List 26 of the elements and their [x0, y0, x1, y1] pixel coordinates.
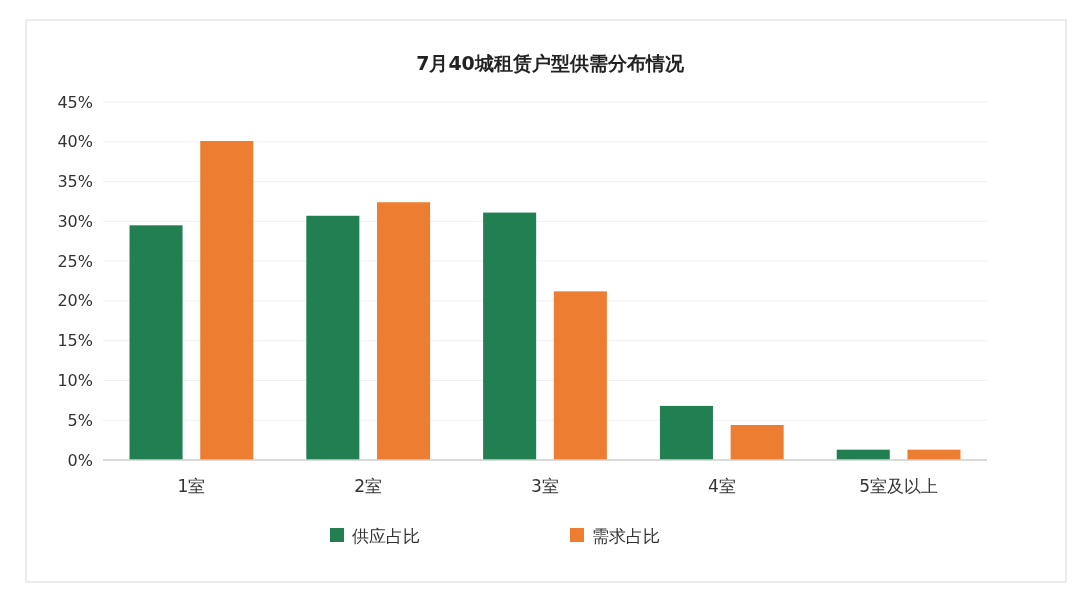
x-tick-label: 1室: [177, 476, 206, 496]
x-tick-label: 5室及以上: [859, 476, 939, 496]
y-tick-label: 20%: [57, 291, 93, 311]
bar: [377, 202, 431, 460]
y-tick-label: 15%: [57, 331, 93, 351]
y-tick-label: 45%: [57, 92, 93, 112]
y-tick-label: 10%: [57, 371, 93, 391]
y-tick-label: 0%: [67, 450, 93, 470]
y-tick-label: 5%: [67, 410, 93, 430]
chart-title: 7月40城租赁户型供需分布情况: [416, 52, 685, 74]
bar: [483, 212, 537, 460]
legend-label: 需求占比: [592, 525, 660, 546]
y-tick-label: 30%: [57, 211, 93, 231]
y-tick-label: 40%: [57, 132, 93, 152]
bar: [730, 425, 784, 460]
bar: [553, 291, 607, 460]
x-tick-label: 4室: [707, 476, 736, 496]
x-tick-label: 3室: [531, 476, 559, 496]
bar: [129, 225, 183, 460]
legend-label: 供应占比: [352, 525, 420, 546]
bar: [306, 215, 360, 460]
x-tick-label: 2室: [354, 476, 383, 496]
bar: [659, 405, 713, 460]
bar: [200, 140, 254, 460]
y-tick-label: 35%: [57, 172, 93, 192]
y-tick-label: 25%: [57, 251, 93, 271]
